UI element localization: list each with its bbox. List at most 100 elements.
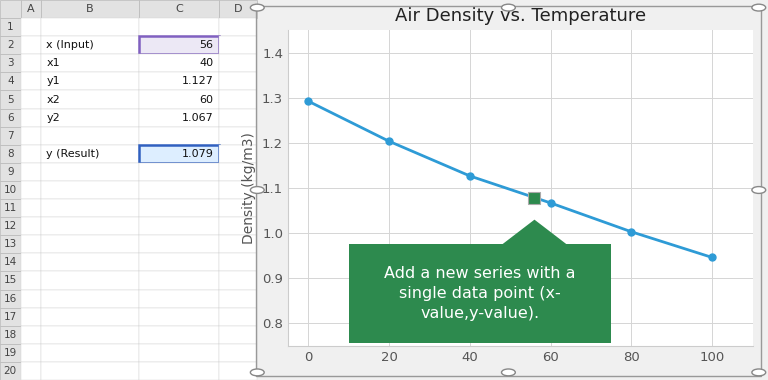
Text: x2: x2	[46, 95, 60, 105]
Bar	[21, 18, 41, 36]
Bar	[21, 217, 41, 235]
Text: 16: 16	[4, 294, 17, 304]
Bar	[0, 199, 21, 217]
Text: 17: 17	[4, 312, 17, 321]
Bar	[41, 362, 139, 380]
Bar	[41, 145, 139, 163]
Bar	[0, 217, 21, 235]
Bar	[219, 72, 257, 90]
Bar	[219, 271, 257, 290]
Text: 5: 5	[7, 95, 14, 105]
Bar	[21, 362, 41, 380]
Bar	[0, 0, 21, 18]
Text: 9: 9	[7, 167, 14, 177]
Bar	[41, 54, 139, 72]
Bar	[21, 253, 41, 271]
Bar	[219, 217, 257, 235]
Bar	[139, 308, 219, 326]
Bar	[219, 163, 257, 181]
Bar	[139, 235, 219, 253]
Bar	[21, 127, 41, 145]
Bar	[219, 199, 257, 217]
Bar	[139, 199, 219, 217]
Bar	[0, 163, 21, 181]
Bar	[0, 181, 21, 199]
Bar	[139, 0, 219, 18]
Bar	[139, 127, 219, 145]
Bar	[219, 181, 257, 199]
Bar	[0, 326, 21, 344]
Text: Add a new series with a
single data point (x-
value,y-value).: Add a new series with a single data poin…	[384, 266, 576, 321]
Text: 19: 19	[4, 348, 17, 358]
Text: 3: 3	[7, 59, 14, 68]
Bar	[139, 18, 219, 36]
Text: 4: 4	[7, 76, 14, 86]
Bar	[0, 362, 21, 380]
Bar	[139, 344, 219, 362]
Bar	[41, 163, 139, 181]
Bar	[219, 326, 257, 344]
Bar	[219, 109, 257, 127]
Bar	[0, 253, 21, 271]
Bar	[139, 290, 219, 308]
Bar	[41, 127, 139, 145]
Bar	[219, 290, 257, 308]
Bar	[139, 181, 219, 199]
Title: Air Density vs. Temperature: Air Density vs. Temperature	[395, 7, 646, 25]
Bar	[0, 235, 21, 253]
Bar	[41, 72, 139, 90]
Bar	[41, 290, 139, 308]
Text: 1.067: 1.067	[182, 112, 214, 123]
Bar	[21, 0, 41, 18]
Bar	[219, 90, 257, 109]
Text: 1.079: 1.079	[182, 149, 214, 159]
Bar	[21, 90, 41, 109]
Bar	[41, 90, 139, 109]
Bar	[219, 54, 257, 72]
Bar	[21, 326, 41, 344]
Bar	[41, 181, 139, 199]
Bar	[21, 235, 41, 253]
Y-axis label: Density (kg/m3): Density (kg/m3)	[243, 132, 257, 244]
Text: 13: 13	[4, 239, 17, 249]
Bar	[41, 109, 139, 127]
Text: 1.127: 1.127	[182, 76, 214, 86]
Bar	[0, 72, 21, 90]
Text: y (Result): y (Result)	[46, 149, 100, 159]
Text: A: A	[27, 4, 35, 14]
Bar	[139, 217, 219, 235]
Text: x1: x1	[46, 59, 60, 68]
Bar	[21, 344, 41, 362]
Bar	[219, 127, 257, 145]
Bar	[139, 36, 219, 54]
Bar	[139, 90, 219, 109]
Text: B: B	[86, 4, 94, 14]
Bar	[139, 54, 219, 72]
Text: 15: 15	[4, 276, 17, 285]
Bar	[0, 127, 21, 145]
Bar	[0, 109, 21, 127]
Bar	[41, 0, 139, 18]
Bar	[0, 308, 21, 326]
Text: 1: 1	[7, 22, 14, 32]
Bar	[21, 308, 41, 326]
Text: 10: 10	[4, 185, 17, 195]
Text: C: C	[175, 4, 183, 14]
Bar	[21, 181, 41, 199]
Bar	[41, 344, 139, 362]
Bar	[0, 90, 21, 109]
Bar	[139, 271, 219, 290]
Bar	[21, 109, 41, 127]
Bar	[21, 145, 41, 163]
Bar	[41, 217, 139, 235]
Bar	[139, 362, 219, 380]
Text: y1: y1	[46, 76, 60, 86]
Text: 6: 6	[7, 112, 14, 123]
Text: x (Input): x (Input)	[46, 40, 94, 50]
Bar	[41, 271, 139, 290]
Bar	[21, 199, 41, 217]
Bar	[0, 36, 21, 54]
Bar	[41, 36, 139, 54]
Bar	[219, 18, 257, 36]
Text: 18: 18	[4, 330, 17, 340]
